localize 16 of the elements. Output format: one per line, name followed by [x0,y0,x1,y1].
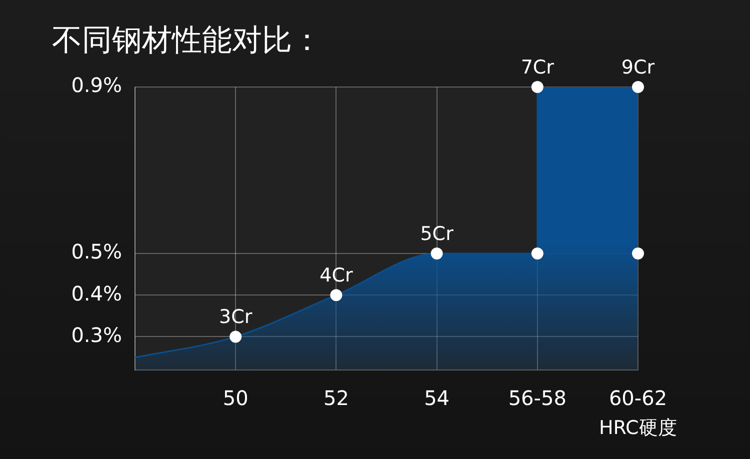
y-tick-label: 0.5% [71,240,122,264]
x-axis-title: HRC硬度 [599,416,677,440]
x-tick-label: 54 [424,386,450,410]
annotation: 3Cr [219,306,252,328]
y-tick-label: 0.9% [71,73,122,98]
x-tick-label: 50 [222,386,248,410]
annotation: 7Cr [520,56,554,78]
y-tick-label: 0.4% [71,281,122,306]
x-tick-label: 60-62 [608,386,668,410]
annotation: 4Cr [320,264,353,287]
annotation: 9Cr [621,56,655,78]
y-tick-label: 0.3% [71,322,122,347]
annotation: 5Cr [420,222,454,245]
chart-title: 不同钢材性能对比： [52,22,322,60]
x-tick-label: 52 [323,386,349,410]
x-tick-label: 56-58 [508,386,566,410]
